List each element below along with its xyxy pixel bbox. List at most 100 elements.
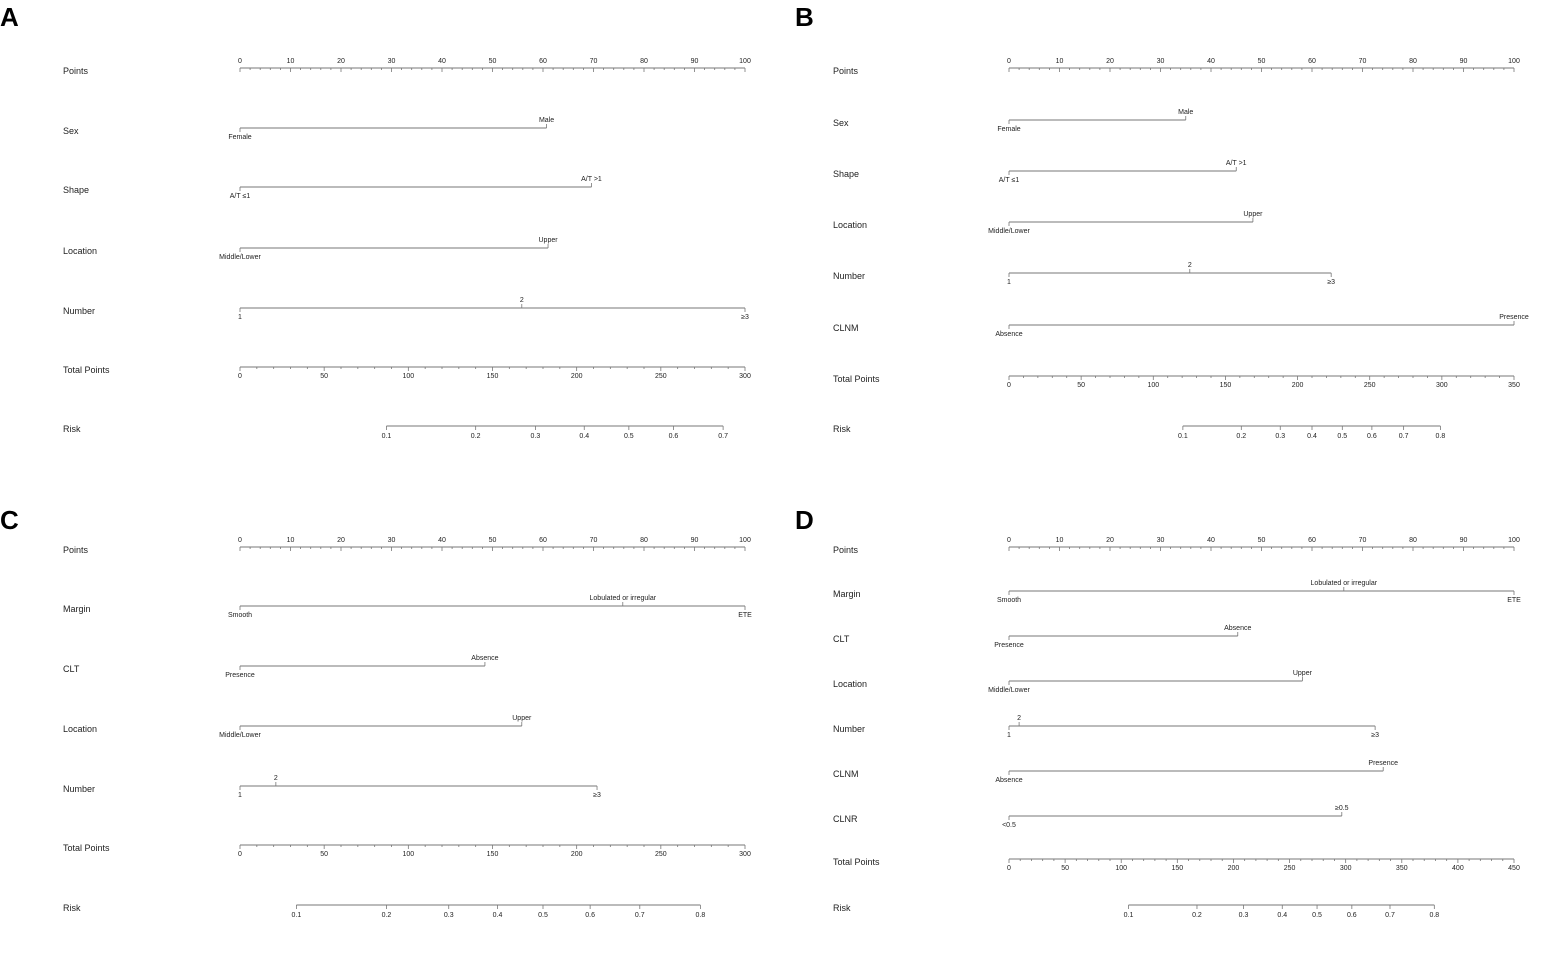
level-ete-label: ETE bbox=[1507, 597, 1521, 604]
tick-label: 50 bbox=[320, 851, 328, 858]
row-total-points: Total Points 0 50 100 150 200 250 300 350 bbox=[833, 374, 1520, 389]
level-1-label: 1 bbox=[1007, 279, 1011, 286]
risk-tick-label: 0.3 bbox=[531, 433, 541, 440]
row-label: Total Points bbox=[63, 365, 110, 375]
row-label: Shape bbox=[63, 185, 89, 195]
row-label: CLNR bbox=[833, 814, 858, 824]
row-clnm: CLNM Absence Presence bbox=[833, 760, 1398, 784]
row-clnr: CLNR <0.5 ≥0.5 bbox=[833, 805, 1349, 829]
tick-label: 0 bbox=[1007, 865, 1011, 872]
risk-tick-label: 0.5 bbox=[1337, 433, 1347, 440]
risk-tick-label: 0.6 bbox=[1367, 433, 1377, 440]
tick-label: 50 bbox=[1077, 382, 1085, 389]
tick-label: 10 bbox=[287, 58, 295, 65]
level-3-label: ≥3 bbox=[1371, 732, 1379, 739]
tick-label: 100 bbox=[739, 537, 751, 544]
row-shape: Shape A/T ≤1 A/T >1 bbox=[833, 160, 1247, 184]
tick-label: 50 bbox=[489, 537, 497, 544]
risk-tick-label: 0.7 bbox=[635, 912, 645, 919]
tick-label: 150 bbox=[1220, 382, 1232, 389]
tick-label: 40 bbox=[438, 537, 446, 544]
tick-label: 250 bbox=[1284, 865, 1296, 872]
row-points: Points 0 10 20 30 40 50 60 70 80 90 100 bbox=[63, 58, 751, 76]
risk-tick-label: 0.5 bbox=[538, 912, 548, 919]
tick-label: 70 bbox=[1359, 537, 1367, 544]
risk-tick-label: 0.8 bbox=[1436, 433, 1446, 440]
tick-label: 60 bbox=[539, 537, 547, 544]
tick-label: 400 bbox=[1452, 865, 1464, 872]
row-label: Points bbox=[833, 545, 859, 555]
tick-label: 50 bbox=[1258, 537, 1266, 544]
tick-label: 40 bbox=[1207, 537, 1215, 544]
risk-tick-label: 0.6 bbox=[1347, 912, 1357, 919]
risk-tick-label: 0.3 bbox=[1275, 433, 1285, 440]
level-lobulated-or-irregular-label: Lobulated or irregular bbox=[590, 595, 657, 602]
level-a-t-1-label: A/T ≤1 bbox=[230, 193, 251, 200]
row-number: Number 1 2 ≥3 bbox=[833, 262, 1335, 286]
row-number: Number 1 2 ≥3 bbox=[833, 715, 1379, 739]
risk-tick-label: 0.8 bbox=[1429, 912, 1439, 919]
risk-tick-label: 0.1 bbox=[1178, 433, 1188, 440]
row-clnm: CLNM Absence Presence bbox=[833, 314, 1529, 338]
tick-label: 200 bbox=[1292, 382, 1304, 389]
level-0-5-label: <0.5 bbox=[1002, 822, 1016, 829]
tick-label: 50 bbox=[1061, 865, 1069, 872]
tick-label: 90 bbox=[691, 537, 699, 544]
row-label: CLNM bbox=[833, 769, 859, 779]
tick-label: 70 bbox=[590, 537, 598, 544]
row-label: Number bbox=[833, 724, 865, 734]
row-label: Location bbox=[63, 246, 97, 256]
row-label: Risk bbox=[63, 903, 81, 913]
level-ete-label: ETE bbox=[738, 612, 752, 619]
tick-label: 0 bbox=[1007, 382, 1011, 389]
row-risk: Risk 0.1 0.2 0.3 0.4 0.5 0.6 0.7 0.8 bbox=[833, 424, 1445, 440]
tick-label: 100 bbox=[1115, 865, 1127, 872]
row-sex: Sex Female Male bbox=[833, 109, 1193, 133]
tick-label: 30 bbox=[388, 537, 396, 544]
level-absence-label: Absence bbox=[1224, 625, 1251, 632]
row-label: Points bbox=[833, 66, 859, 76]
risk-tick-label: 0.2 bbox=[1192, 912, 1202, 919]
level-absence-label: Absence bbox=[995, 777, 1022, 784]
tick-label: 150 bbox=[487, 373, 499, 380]
tick-label: 40 bbox=[438, 58, 446, 65]
row-number: Number 1 2 ≥3 bbox=[63, 775, 601, 799]
level-upper-label: Upper bbox=[1243, 211, 1263, 218]
tick-label: 70 bbox=[590, 58, 598, 65]
tick-label: 90 bbox=[1460, 537, 1468, 544]
level-2-label: 2 bbox=[1188, 262, 1192, 269]
row-label: CLT bbox=[63, 664, 80, 674]
level-female-label: Female bbox=[997, 126, 1020, 133]
level-presence-label: Presence bbox=[225, 672, 255, 679]
tick-label: 300 bbox=[1436, 382, 1448, 389]
tick-label: 0 bbox=[1007, 537, 1011, 544]
row-label: CLT bbox=[833, 634, 850, 644]
tick-label: 80 bbox=[1409, 58, 1417, 65]
row-label: Points bbox=[63, 66, 89, 76]
risk-tick-label: 0.1 bbox=[292, 912, 302, 919]
level-2-label: 2 bbox=[520, 297, 524, 304]
tick-label: 10 bbox=[1056, 58, 1064, 65]
level-presence-label: Presence bbox=[1499, 314, 1529, 321]
level-middle-lower-label: Middle/Lower bbox=[219, 732, 261, 739]
risk-tick-label: 0.1 bbox=[1124, 912, 1134, 919]
row-label: CLNM bbox=[833, 323, 859, 333]
level-a-t-1-label: A/T >1 bbox=[1226, 160, 1247, 167]
tick-label: 30 bbox=[388, 58, 396, 65]
tick-label: 90 bbox=[691, 58, 699, 65]
tick-label: 150 bbox=[1171, 865, 1183, 872]
risk-tick-label: 0.2 bbox=[382, 912, 392, 919]
row-label: Number bbox=[63, 306, 95, 316]
level-upper-label: Upper bbox=[512, 715, 532, 722]
tick-label: 450 bbox=[1508, 865, 1520, 872]
level-female-label: Female bbox=[228, 134, 251, 141]
row-label: Shape bbox=[833, 169, 859, 179]
row-shape: Shape A/T ≤1 A/T >1 bbox=[63, 176, 602, 200]
tick-label: 100 bbox=[1508, 58, 1520, 65]
level-middle-lower-label: Middle/Lower bbox=[988, 228, 1030, 235]
tick-label: 200 bbox=[1228, 865, 1240, 872]
tick-label: 100 bbox=[739, 58, 751, 65]
tick-label: 80 bbox=[640, 58, 648, 65]
